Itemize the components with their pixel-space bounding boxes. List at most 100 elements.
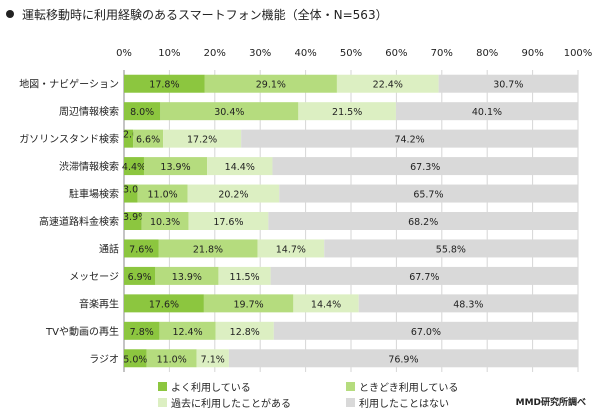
bar-segment xyxy=(204,74,337,93)
bar-segment xyxy=(124,184,138,203)
data-label: 30.4% xyxy=(214,107,244,118)
bar-segment xyxy=(293,294,359,313)
bar-segment xyxy=(336,74,439,93)
data-label: 13.9% xyxy=(172,272,202,283)
data-label: 14.4% xyxy=(311,299,341,310)
bar-segment xyxy=(124,157,144,176)
bar-segment xyxy=(124,129,134,148)
data-label: 11.0% xyxy=(157,354,187,365)
bar-segment xyxy=(203,294,294,313)
bar-segment xyxy=(124,212,142,230)
category-label: ガソリンスタンド検索 xyxy=(19,133,119,146)
category-label: 駐車場検索 xyxy=(69,188,119,201)
data-label: 8.0% xyxy=(130,107,154,118)
data-label: 20.2% xyxy=(218,190,248,201)
legend-swatch xyxy=(346,398,355,407)
bar-segment xyxy=(207,157,273,176)
data-label: 74.2% xyxy=(394,135,424,146)
bar-segment xyxy=(124,321,160,340)
data-label: 17.8% xyxy=(149,80,179,91)
category-label: 周辺情報検索 xyxy=(59,105,119,118)
data-label: 29.1% xyxy=(256,80,286,91)
data-label: 55.8% xyxy=(436,244,466,255)
bar-segment xyxy=(279,184,578,203)
data-label: 6.6% xyxy=(136,135,160,146)
x-tick-label: 100% xyxy=(564,48,593,59)
data-label: 19.7% xyxy=(234,299,264,310)
category-label: 渋滞情報検索 xyxy=(59,160,119,173)
bar-segment xyxy=(298,102,396,121)
x-tick-label: 60% xyxy=(385,48,407,59)
bar-segment xyxy=(270,266,578,285)
bar-segment xyxy=(124,102,161,121)
bar-segment xyxy=(158,239,258,258)
chart-title-text: 運転移動時に利用経験のあるスマートフォン機能（全体・N=563） xyxy=(22,8,388,22)
bar-segment xyxy=(218,266,271,285)
legend: よく利用している ときどき利用している過去に利用したことがある 利用したことはない xyxy=(158,376,488,410)
x-tick-label: 20% xyxy=(204,48,226,59)
legend-label: ときどき利用している xyxy=(359,383,459,394)
legend-label: 過去に利用したことがある xyxy=(171,399,291,410)
bar-segment xyxy=(137,184,188,203)
bar-segment xyxy=(124,239,159,258)
data-label: 11.5% xyxy=(229,272,259,283)
data-label: 17.2% xyxy=(187,135,217,146)
data-label: 7.1% xyxy=(201,354,225,365)
legend-swatch xyxy=(346,382,355,391)
x-tick-label: 0% xyxy=(116,48,132,59)
bar-segment xyxy=(141,212,189,230)
data-label: 13.9% xyxy=(160,162,190,173)
data-label: 65.7% xyxy=(413,190,443,201)
bar-segment xyxy=(133,129,164,148)
data-label: 22.4% xyxy=(373,80,403,91)
data-label: 14.4% xyxy=(225,162,255,173)
legend-swatch xyxy=(158,382,167,391)
source-label: MMD研究所調べ xyxy=(515,398,586,408)
bar-segment xyxy=(159,321,216,340)
legend-swatch xyxy=(158,398,167,407)
data-label: 7.8% xyxy=(130,327,154,338)
bar-segment xyxy=(273,321,578,340)
category-label: TVや動画の再生 xyxy=(45,325,119,338)
data-label: 3.0% xyxy=(123,185,147,196)
data-label: 17.6% xyxy=(149,299,179,310)
bar-segment xyxy=(124,74,205,93)
bar-segment xyxy=(241,129,578,148)
bar-segment xyxy=(155,266,219,285)
bar-segment xyxy=(228,349,578,368)
category-label: 地図・ナビゲーション xyxy=(19,78,119,91)
legend-label: よく利用している xyxy=(171,383,251,394)
category-label: メッセージ xyxy=(69,271,119,283)
bar-segment xyxy=(438,74,578,93)
legend-item: ときどき利用している xyxy=(346,379,458,394)
bar-segment xyxy=(215,321,274,340)
bar-segment xyxy=(272,157,578,176)
x-tick-label: 40% xyxy=(294,48,316,59)
bar-segment xyxy=(160,102,299,121)
data-label: 5.0% xyxy=(123,354,147,365)
data-label: 12.8% xyxy=(230,327,260,338)
category-label: 高速道路料金検索 xyxy=(39,215,119,228)
data-label: 6.9% xyxy=(128,272,152,283)
legend-item: 過去に利用したことがある xyxy=(158,395,291,410)
bar-segment xyxy=(358,294,578,313)
data-label: 30.7% xyxy=(493,80,523,91)
data-label: 40.1% xyxy=(472,107,502,118)
bar-segment xyxy=(146,349,197,368)
data-label: 14.7% xyxy=(276,244,306,255)
category-label: 通話 xyxy=(99,242,119,255)
x-tick-label: 70% xyxy=(431,48,453,59)
data-label: 12.4% xyxy=(172,327,202,338)
legend-item: 利用したことはない xyxy=(346,395,449,410)
legend-item: よく利用している xyxy=(158,379,251,394)
x-tick-label: 90% xyxy=(521,48,543,59)
data-label: 67.3% xyxy=(410,162,440,173)
data-label: 76.9% xyxy=(388,354,418,365)
data-label: 4.4% xyxy=(122,162,146,173)
data-label: 7.6% xyxy=(129,244,153,255)
category-label: 音楽再生 xyxy=(79,297,119,310)
bar-segment xyxy=(124,266,156,285)
bar-segment xyxy=(124,349,147,368)
x-tick-label: 50% xyxy=(340,48,362,59)
